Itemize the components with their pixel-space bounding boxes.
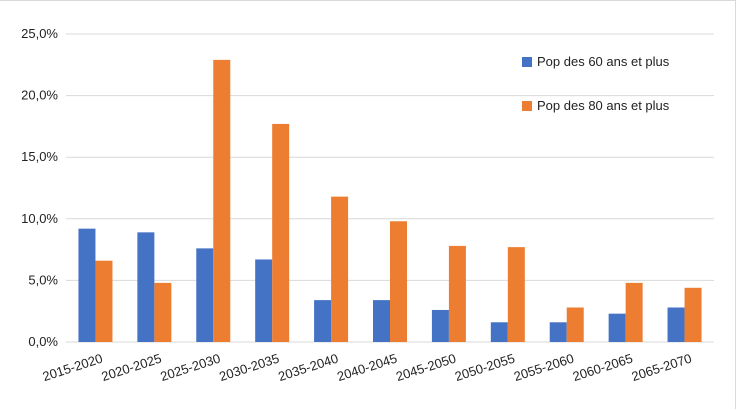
legend-swatch [522, 57, 532, 67]
y-tick-label: 25,0% [21, 26, 58, 41]
bars [78, 59, 702, 342]
y-tick-label: 10,0% [21, 211, 58, 226]
bar-pop-60 [196, 248, 214, 342]
bar-pop-60 [431, 309, 449, 342]
y-tick-label: 0,0% [28, 334, 58, 349]
legend-swatch [522, 101, 532, 111]
x-tick-label: 2030-2035 [217, 351, 281, 384]
x-tick-label: 2065-2070 [630, 351, 694, 384]
bar-pop-60 [667, 307, 685, 342]
x-tick-label: 2020-2025 [100, 351, 164, 384]
x-tick-label: 2050-2055 [453, 351, 517, 384]
y-tick-label: 5,0% [28, 272, 58, 287]
y-tick-label: 20,0% [21, 88, 58, 103]
x-tick-label: 2025-2030 [158, 351, 222, 384]
bar-pop-80 [331, 196, 349, 342]
bar-pop-60 [490, 322, 508, 342]
legend-label: Pop des 80 ans et plus [537, 98, 670, 113]
bar-pop-60 [78, 228, 96, 342]
bar-pop-80 [272, 123, 290, 342]
x-tick-label: 2045-2050 [394, 351, 458, 384]
y-tick-label: 15,0% [21, 149, 58, 164]
bar-pop-60 [255, 259, 273, 342]
bar-pop-60 [373, 300, 390, 342]
x-axis-ticks: 2015-20202020-20252025-20302030-20352035… [41, 351, 694, 384]
bar-pop-80 [448, 245, 466, 342]
bar-pop-80 [566, 307, 584, 342]
bar-pop-60 [137, 232, 155, 342]
bar-pop-80 [625, 282, 643, 342]
bar-pop-80 [507, 247, 525, 342]
bar-pop-60 [314, 300, 332, 342]
x-tick-label: 2055-2060 [512, 351, 576, 384]
bar-pop-80 [213, 59, 231, 342]
legend: Pop des 60 ans et plus Pop des 80 ans et … [522, 54, 670, 113]
bar-pop-80 [390, 221, 407, 342]
x-tick-label: 2035-2040 [276, 351, 340, 384]
bar-pop-60 [549, 322, 567, 342]
y-axis-ticks: 0,0% 5,0% 10,0% 15,0% 20,0% 25,0% [21, 26, 58, 349]
x-tick-label: 2060-2065 [571, 351, 635, 384]
bar-pop-60 [608, 313, 626, 342]
bar-pop-80 [684, 287, 702, 342]
x-tick-label: 2015-2020 [41, 351, 105, 384]
bar-pop-80 [154, 282, 172, 342]
bar-pop-80 [95, 260, 113, 342]
legend-label: Pop des 60 ans et plus [537, 54, 670, 69]
x-tick-label: 2040-2045 [335, 351, 399, 384]
